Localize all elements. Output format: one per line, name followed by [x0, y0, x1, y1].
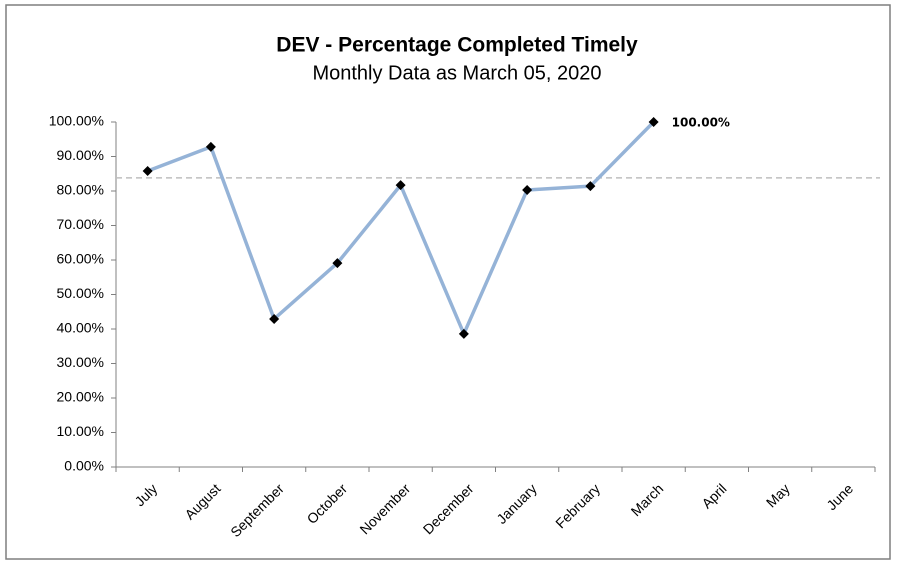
y-tick-label: 80.00% — [57, 182, 104, 198]
data-point — [458, 328, 469, 339]
data-point — [142, 165, 153, 176]
y-tick-label: 0.00% — [64, 458, 104, 474]
chart-title: DEV - Percentage Completed Timely — [276, 34, 638, 57]
y-tick-label: 60.00% — [57, 251, 104, 267]
data-point — [585, 181, 596, 192]
y-tick-label: 10.00% — [57, 423, 104, 439]
y-tick-label: 70.00% — [57, 216, 104, 232]
chart-subtitle: Monthly Data as March 05, 2020 — [312, 62, 601, 84]
data-label: 100.00% — [672, 116, 730, 130]
data-point — [522, 184, 533, 195]
y-tick-label: 50.00% — [57, 285, 104, 301]
y-tick-label: 40.00% — [57, 320, 104, 336]
data-point — [395, 180, 406, 191]
chart-border — [5, 4, 891, 560]
y-tick-label: 100.00% — [49, 113, 104, 129]
y-tick-label: 20.00% — [57, 389, 104, 405]
data-point — [269, 313, 280, 324]
y-tick-label: 30.00% — [57, 354, 104, 370]
data-point — [648, 117, 659, 127]
data-point — [205, 141, 216, 152]
y-tick-label: 90.00% — [57, 147, 104, 163]
data-point — [332, 258, 343, 269]
